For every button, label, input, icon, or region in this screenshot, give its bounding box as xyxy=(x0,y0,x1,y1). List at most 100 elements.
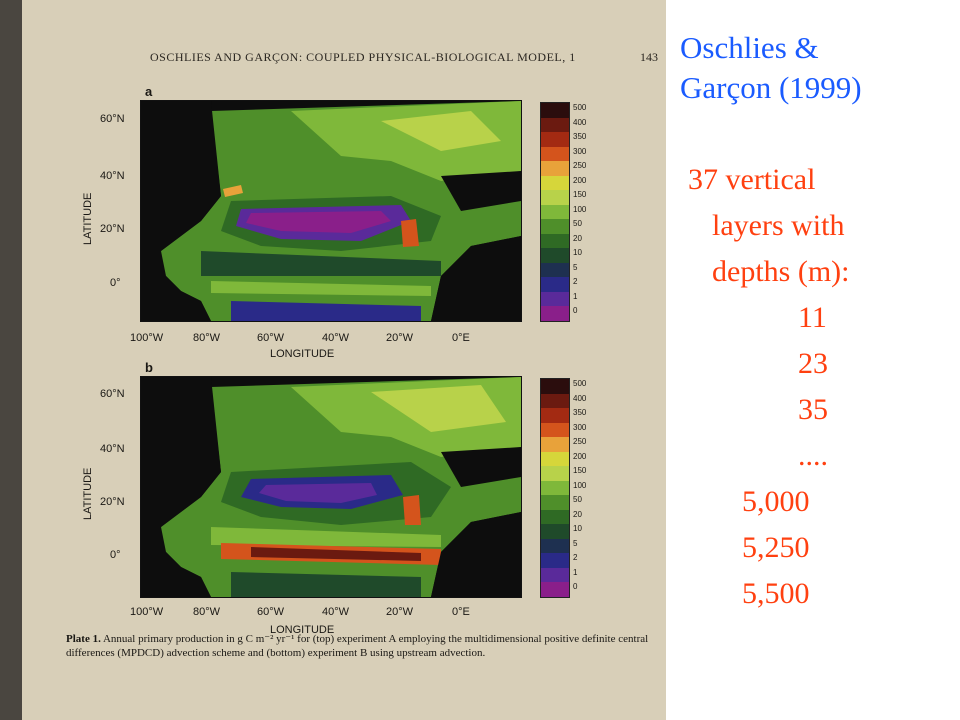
panel-b-colorbar: 500 400 350 300 250 200 150 100 50 20 10 5 2 1 0 xyxy=(540,378,586,598)
panel-b-ytick: 20°N xyxy=(100,496,125,508)
panel-b-y-axis-title: LATITUDE xyxy=(82,467,94,520)
colorbar-label: 250 xyxy=(573,437,587,447)
panel-b-xtick: 60°W xyxy=(257,606,285,618)
panel-a-xtick: 20°W xyxy=(386,332,414,344)
colorbar-label: 0 xyxy=(573,582,578,592)
colorbar-label: 400 xyxy=(573,117,587,127)
colorbar-label: 1 xyxy=(573,291,578,301)
colorbar-label: 100 xyxy=(573,480,587,490)
colorbar-swatch xyxy=(541,480,569,496)
panel-a-colorbar: 500 400 350 300 250 200 150 100 50 20 10 5 2 1 0 xyxy=(540,102,586,322)
colorbar-swatch xyxy=(541,538,569,554)
panel-b-ytick: 40°N xyxy=(100,443,125,455)
colorbar-swatch xyxy=(541,567,569,583)
colorbar-label: 2 xyxy=(573,553,578,563)
colorbar-swatch xyxy=(541,161,569,176)
scan-dark-edge xyxy=(0,0,22,720)
colorbar-swatch xyxy=(541,582,569,597)
panel-b-xtick: 0°E xyxy=(452,606,470,618)
colorbar-swatch xyxy=(541,277,569,292)
page-number: 143 xyxy=(640,50,658,64)
colorbar-swatch xyxy=(541,422,569,438)
slide-body-line: 35 xyxy=(798,393,828,426)
panel-b-map-graphic xyxy=(141,377,521,597)
panel-letter-b: b xyxy=(145,360,153,375)
colorbar-swatch xyxy=(541,233,569,249)
caption-text: Annual primary production in g C m⁻² yr⁻… xyxy=(66,633,649,659)
caption-label: Plate 1. xyxy=(66,633,101,645)
colorbar-label: 1 xyxy=(573,567,578,577)
panel-a-xtick: 60°W xyxy=(257,332,285,344)
colorbar-label: 10 xyxy=(573,248,582,258)
colorbar-swatch xyxy=(541,117,569,133)
panel-b-x-axis-title: LONGITUDE xyxy=(270,624,335,636)
colorbar-label: 0 xyxy=(573,306,578,316)
slide-body-line: 37 vertical xyxy=(688,163,816,196)
colorbar-label: 200 xyxy=(573,451,587,461)
colorbar-swatch xyxy=(541,146,569,162)
panel-a-ytick: 0° xyxy=(110,277,121,289)
slide-body-line: 5,500 xyxy=(742,577,810,610)
colorbar-swatch xyxy=(541,190,569,205)
panel-b-xtick: 100°W xyxy=(130,606,164,618)
slide-body-line: 23 xyxy=(798,347,828,380)
colorbar-label: 5 xyxy=(573,262,578,272)
slide-body-line: 5,000 xyxy=(742,485,810,518)
colorbar-swatch xyxy=(541,291,569,307)
colorbar-swatch xyxy=(541,495,569,510)
colorbar-swatch xyxy=(541,437,569,452)
slide-title: Oschlies & Garçon (1999) xyxy=(680,28,950,108)
colorbar-swatch xyxy=(541,248,569,263)
colorbar-swatch xyxy=(541,408,569,423)
panel-a-xtick: 40°W xyxy=(322,332,350,344)
panel-letter-a: a xyxy=(145,84,153,99)
slide-body-line: layers with xyxy=(712,209,845,242)
colorbar-swatch xyxy=(541,219,569,234)
colorbar-swatch xyxy=(541,262,569,278)
slide-title-line: Garçon (1999) xyxy=(680,70,862,105)
slide-body-line: 11 xyxy=(798,301,827,334)
panel-a-xtick: 80°W xyxy=(193,332,221,344)
slide-title-line: Oschlies & xyxy=(680,30,819,65)
colorbar-label: 350 xyxy=(573,132,587,142)
panel-b-xtick: 20°W xyxy=(386,606,414,618)
colorbar-label: 250 xyxy=(573,161,587,171)
colorbar-label: 50 xyxy=(573,219,582,229)
figure-caption: Plate 1. Annual primary production in g … xyxy=(66,632,656,660)
panel-b-xtick: 80°W xyxy=(193,606,221,618)
colorbar-label: 500 xyxy=(573,379,587,388)
colorbar-swatch xyxy=(541,306,569,321)
colorbar-swatch xyxy=(541,103,569,118)
panel-a-map-graphic xyxy=(141,101,521,321)
colorbar-label: 2 xyxy=(573,277,578,287)
panel-a-ytick: 40°N xyxy=(100,170,125,182)
slide-body-line: depths (m): xyxy=(712,255,850,288)
colorbar-swatch xyxy=(541,553,569,568)
colorbar-swatch xyxy=(541,509,569,525)
panel-a-xtick: 100°W xyxy=(130,332,164,344)
scanned-paper-page: OSCHLIES AND GARÇON: COUPLED PHYSICAL-BI… xyxy=(0,0,666,720)
colorbar-label: 200 xyxy=(573,175,587,185)
panel-b-ytick: 0° xyxy=(110,549,121,561)
colorbar-swatch xyxy=(541,451,569,467)
colorbar-label: 300 xyxy=(573,422,587,432)
panel-a-map xyxy=(140,100,522,322)
colorbar-label: 350 xyxy=(573,408,587,418)
colorbar-label: 10 xyxy=(573,524,582,534)
running-head: OSCHLIES AND GARÇON: COUPLED PHYSICAL-BI… xyxy=(150,50,576,64)
colorbar-label: 20 xyxy=(573,509,582,519)
panel-a-x-axis-title: LONGITUDE xyxy=(270,348,335,360)
colorbar-swatch xyxy=(541,379,569,394)
colorbar-swatch xyxy=(541,524,569,539)
panel-a-y-axis-title: LATITUDE xyxy=(82,192,94,245)
colorbar-label: 100 xyxy=(573,204,587,214)
slide-body-line: 5,250 xyxy=(742,531,810,564)
panel-b-xtick: 40°W xyxy=(322,606,350,618)
colorbar-swatch xyxy=(541,204,569,220)
panel-a-ytick: 20°N xyxy=(100,223,125,235)
colorbar-label: 50 xyxy=(573,495,582,505)
panel-a-ytick: 60°N xyxy=(100,113,125,125)
colorbar-label: 500 xyxy=(573,103,587,112)
colorbar-label: 150 xyxy=(573,466,587,476)
panel-b-map xyxy=(140,376,522,598)
